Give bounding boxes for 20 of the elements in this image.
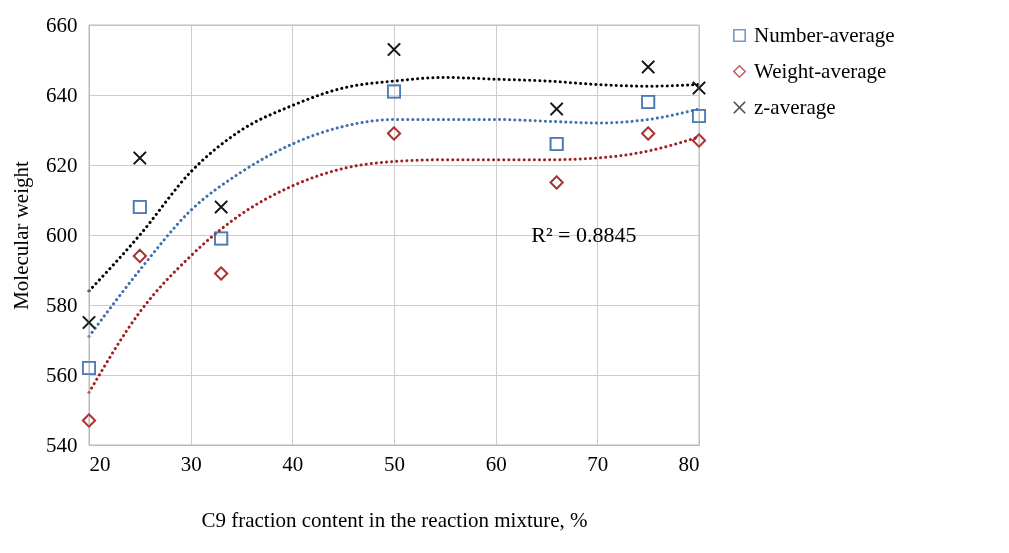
x-tick-label: 80: [678, 451, 700, 476]
y-tick-label: 620: [46, 152, 78, 177]
x-tick-label: 70: [587, 451, 609, 476]
x-axis-title: C9 fraction content in the reaction mixture, %: [201, 507, 588, 532]
y-tick-label: 660: [46, 12, 78, 37]
x-tick-label: 50: [384, 451, 405, 476]
y-tick-label: 560: [46, 362, 78, 387]
x-tick-label: 30: [180, 451, 202, 476]
y-axis-title: Molecular weight: [9, 160, 33, 310]
x-tick-label: 20: [89, 451, 111, 476]
annotation: R² = 0.8845: [531, 222, 637, 247]
x-tick-label: 60: [485, 451, 507, 476]
legend-label: Number-average: [754, 22, 895, 47]
legend-label: Weight-average: [754, 58, 887, 83]
y-tick-label: 640: [46, 82, 78, 107]
legend-label: z-average: [754, 94, 836, 119]
y-tick-label: 540: [46, 432, 78, 457]
y-tick-label: 600: [46, 222, 78, 247]
y-tick-label: 580: [46, 292, 78, 317]
x-tick-label: 40: [282, 451, 304, 476]
